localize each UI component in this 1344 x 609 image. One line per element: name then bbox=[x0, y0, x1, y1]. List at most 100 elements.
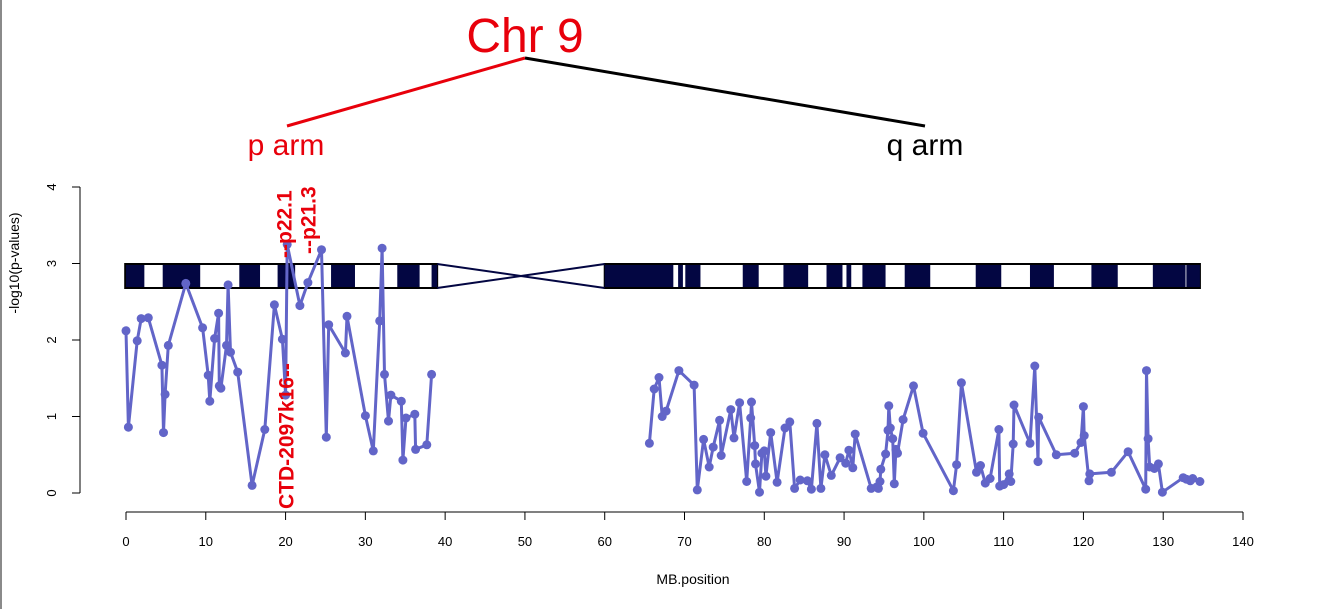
data-point bbox=[1106, 467, 1116, 477]
data-point bbox=[729, 433, 739, 443]
data-point bbox=[360, 411, 370, 421]
data-point bbox=[203, 370, 213, 380]
data-point bbox=[746, 413, 756, 423]
data-point bbox=[747, 397, 756, 407]
ideogram-band bbox=[846, 265, 852, 287]
data-point bbox=[948, 486, 958, 496]
data-point bbox=[772, 477, 782, 487]
data-point bbox=[398, 455, 408, 465]
data-point bbox=[888, 434, 898, 444]
ideogram-band bbox=[1152, 265, 1186, 287]
data-point bbox=[386, 390, 396, 400]
data-point bbox=[214, 308, 224, 318]
data-point bbox=[761, 471, 771, 481]
x-tick-label: 70 bbox=[677, 534, 691, 549]
data-point bbox=[282, 239, 292, 249]
data-point bbox=[985, 474, 995, 483]
data-point bbox=[674, 366, 684, 376]
ideogram-band bbox=[975, 265, 1002, 287]
data-point bbox=[806, 484, 816, 494]
data-point bbox=[1070, 448, 1080, 458]
x-tick-label: 30 bbox=[358, 534, 372, 549]
data-point bbox=[342, 311, 352, 321]
ideogram-band bbox=[126, 265, 145, 287]
data-point bbox=[848, 463, 858, 473]
data-point bbox=[223, 280, 233, 290]
data-point bbox=[198, 323, 208, 333]
data-point bbox=[661, 406, 671, 416]
ideogram-band bbox=[1186, 265, 1200, 287]
x-tick-label: 0 bbox=[122, 534, 129, 549]
x-tick-label: 90 bbox=[837, 534, 851, 549]
data-point bbox=[999, 480, 1009, 490]
data-point bbox=[1153, 459, 1163, 469]
data-point bbox=[377, 243, 387, 253]
ideogram-band bbox=[1091, 265, 1118, 287]
data-point bbox=[835, 453, 845, 463]
data-point bbox=[1195, 477, 1205, 486]
data-point bbox=[850, 429, 860, 439]
x-tick-label: 50 bbox=[518, 534, 532, 549]
ideogram-band bbox=[862, 265, 886, 287]
data-point bbox=[654, 373, 664, 382]
data-point bbox=[210, 334, 220, 343]
band-label-p21-3: --p21.3 bbox=[298, 186, 321, 254]
band-annotations: --p22.1 --p21.3 CTD-2097k16-- bbox=[274, 186, 321, 509]
data-point bbox=[898, 415, 908, 425]
data-point bbox=[893, 448, 902, 458]
x-tick-label: 120 bbox=[1073, 534, 1095, 549]
data-point bbox=[1006, 477, 1016, 486]
data-point bbox=[795, 475, 805, 485]
data-point bbox=[1084, 476, 1094, 486]
data-point bbox=[885, 423, 895, 433]
y-tick-label: 4 bbox=[44, 183, 59, 190]
x-axis-label: MB.position bbox=[656, 571, 729, 587]
centromere-lower-line bbox=[437, 274, 605, 289]
data-point bbox=[401, 413, 411, 423]
data-point bbox=[132, 336, 142, 346]
data-point bbox=[163, 340, 173, 350]
data-point bbox=[1078, 402, 1088, 412]
data-point bbox=[1079, 431, 1089, 441]
data-point bbox=[841, 458, 851, 468]
data-point bbox=[411, 444, 421, 454]
data-point bbox=[802, 476, 812, 486]
data-point bbox=[143, 313, 153, 323]
data-point bbox=[704, 462, 714, 472]
data-point bbox=[422, 440, 432, 450]
data-point bbox=[1033, 457, 1043, 467]
data-point bbox=[751, 459, 760, 469]
data-point bbox=[295, 301, 305, 311]
data-point bbox=[281, 390, 291, 400]
ideogram-band bbox=[162, 265, 201, 287]
data-point bbox=[956, 378, 966, 388]
data-point bbox=[136, 314, 146, 324]
data-point bbox=[321, 432, 331, 442]
centromere-upper-line bbox=[437, 263, 605, 278]
data-point bbox=[785, 417, 795, 427]
ideogram-band bbox=[604, 265, 674, 287]
data-point bbox=[909, 381, 918, 391]
data-point bbox=[277, 334, 287, 344]
data-point bbox=[884, 401, 894, 411]
chromosome-ideogram bbox=[124, 263, 1201, 289]
data-point bbox=[1030, 361, 1040, 371]
data-point bbox=[692, 485, 702, 495]
data-point bbox=[742, 477, 752, 486]
data-point bbox=[750, 441, 760, 451]
y-tick-label: 1 bbox=[44, 413, 59, 420]
x-tick-label: 40 bbox=[438, 534, 452, 549]
axes: 0 10 20 30 40 50 60 70 80 90 100 110 120 130 140 0 1 2 3 4 bbox=[44, 183, 1254, 549]
y-tick-label: 0 bbox=[44, 489, 59, 496]
y-tick-label: 3 bbox=[44, 260, 59, 267]
data-point bbox=[157, 360, 167, 370]
data-point bbox=[1142, 366, 1151, 376]
data-point bbox=[1085, 469, 1095, 479]
data-point bbox=[876, 464, 886, 474]
data-point bbox=[735, 398, 745, 408]
data-point bbox=[1004, 469, 1014, 479]
data-point bbox=[755, 487, 764, 497]
ideogram-band bbox=[431, 265, 438, 287]
x-tick-label: 110 bbox=[993, 534, 1014, 549]
data-point bbox=[1034, 412, 1044, 422]
